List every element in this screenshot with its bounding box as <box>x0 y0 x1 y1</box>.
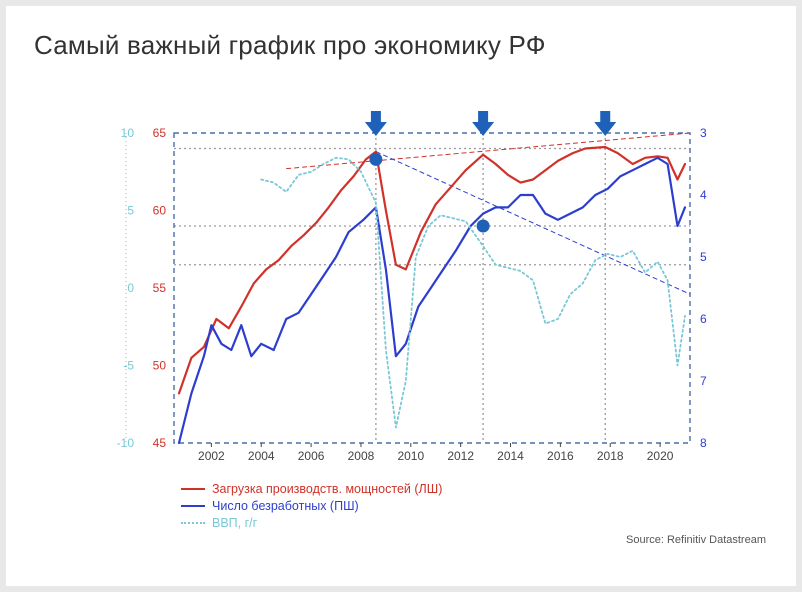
legend-label: ВВП, г/г <box>212 515 257 532</box>
svg-text:2008: 2008 <box>348 449 375 463</box>
legend-label: Число безработных (ПШ) <box>212 498 359 515</box>
svg-text:6: 6 <box>700 312 707 326</box>
svg-text:50: 50 <box>153 359 167 373</box>
svg-text:-5: -5 <box>123 359 134 373</box>
legend-item: ВВП, г/г <box>181 515 442 532</box>
legend-label: Загрузка производств. мощностей (ЛШ) <box>212 481 442 498</box>
marker-arrow <box>472 111 494 136</box>
legend-item: Число безработных (ПШ) <box>181 498 442 515</box>
svg-text:5: 5 <box>127 204 134 218</box>
svg-text:45: 45 <box>153 436 167 450</box>
svg-text:7: 7 <box>700 374 707 388</box>
svg-text:2006: 2006 <box>298 449 325 463</box>
svg-text:3: 3 <box>700 126 707 140</box>
svg-text:2012: 2012 <box>447 449 474 463</box>
source-attribution: Source: Refinitiv Datastream <box>626 534 766 546</box>
marker-arrow <box>365 111 387 136</box>
svg-text:2018: 2018 <box>597 449 624 463</box>
legend-swatch <box>181 522 205 524</box>
svg-text:60: 60 <box>153 204 167 218</box>
chart-container: 2002 2004 2006 2008 2010 2012 2014 2016 2018 2020… <box>116 111 726 471</box>
svg-text:2014: 2014 <box>497 449 524 463</box>
svg-text:2020: 2020 <box>647 449 674 463</box>
legend-item: Загрузка производств. мощностей (ЛШ) <box>181 481 442 498</box>
svg-text:2004: 2004 <box>248 449 275 463</box>
svg-text:2010: 2010 <box>397 449 424 463</box>
svg-text:65: 65 <box>153 126 167 140</box>
svg-text:10: 10 <box>121 126 135 140</box>
svg-text:-10: -10 <box>117 436 135 450</box>
svg-text:2002: 2002 <box>198 449 225 463</box>
legend-swatch <box>181 488 205 490</box>
svg-text:5: 5 <box>700 250 707 264</box>
marker-arrow <box>594 111 616 136</box>
page-title: Самый важный график про экономику РФ <box>34 30 546 61</box>
svg-text:55: 55 <box>153 281 167 295</box>
legend-swatch <box>181 505 205 507</box>
legend: Загрузка производств. мощностей (ЛШ)Числ… <box>181 481 442 532</box>
chart-svg: 2002 2004 2006 2008 2010 2012 2014 2016 2018 2020… <box>116 111 726 471</box>
svg-text:0: 0 <box>127 281 134 295</box>
svg-text:2016: 2016 <box>547 449 574 463</box>
svg-text:8: 8 <box>700 436 707 450</box>
svg-text:4: 4 <box>700 188 707 202</box>
